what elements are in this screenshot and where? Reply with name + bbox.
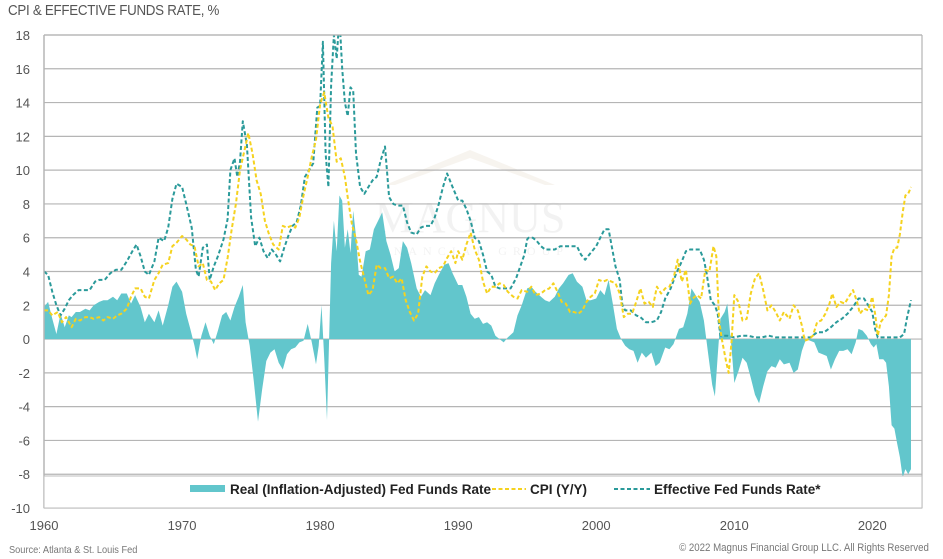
- x-tick-label: 2020: [858, 518, 887, 533]
- x-tick-label: 1960: [30, 518, 59, 533]
- x-tick-label: 1980: [306, 518, 335, 533]
- y-tick-label: 16: [16, 62, 30, 77]
- source-note: Source: Atlanta & St. Louis Fed: [9, 544, 138, 556]
- y-tick-label: -2: [18, 366, 30, 381]
- x-tick-label: 1990: [444, 518, 473, 533]
- y-tick-label: 2: [23, 298, 30, 313]
- y-tick-label: -6: [18, 433, 30, 448]
- watermark-roof-icon: [385, 150, 555, 185]
- x-tick-label: 2000: [582, 518, 611, 533]
- y-tick-label: 14: [16, 96, 30, 111]
- y-tick-label: 0: [23, 332, 30, 347]
- y-tick-label: -8: [18, 467, 30, 482]
- legend-swatch-real-rate: [190, 485, 225, 492]
- y-tick-label: -10: [11, 501, 30, 516]
- chart-title: CPI & EFFECTIVE FUNDS RATE, %: [8, 3, 220, 19]
- series-effective-fed-funds-rate-line: [44, 35, 912, 339]
- y-tick-label: -4: [18, 400, 30, 415]
- x-tick-label: 2010: [720, 518, 749, 533]
- watermark-subtext: FINANCIAL GROUP: [371, 244, 569, 258]
- legend-label-real-rate: Real (Inflation-Adjusted) Fed Funds Rate: [230, 482, 491, 497]
- copyright-note: © 2022 Magnus Financial Group LLC. All R…: [679, 542, 929, 554]
- legend-label-cpi: CPI (Y/Y): [530, 482, 587, 497]
- line-layer: [44, 35, 912, 374]
- legend: Real (Inflation-Adjusted) Fed Funds Rate…: [43, 475, 923, 509]
- series-cpi-line: [44, 91, 912, 374]
- x-tick-label: 1970: [168, 518, 197, 533]
- real-rate-area-layer: [44, 195, 911, 478]
- y-tick-label: 12: [16, 129, 30, 144]
- y-tick-label: 6: [23, 231, 30, 246]
- grid: [44, 34, 922, 509]
- y-tick-label: 8: [23, 197, 30, 212]
- legend-label-fed-funds: Effective Fed Funds Rate*: [654, 482, 821, 497]
- y-tick-label: 4: [23, 265, 30, 280]
- y-tick-label: 18: [16, 28, 30, 43]
- y-tick-label: 10: [16, 163, 30, 178]
- series-real-fed-funds-rate-area: [44, 195, 911, 478]
